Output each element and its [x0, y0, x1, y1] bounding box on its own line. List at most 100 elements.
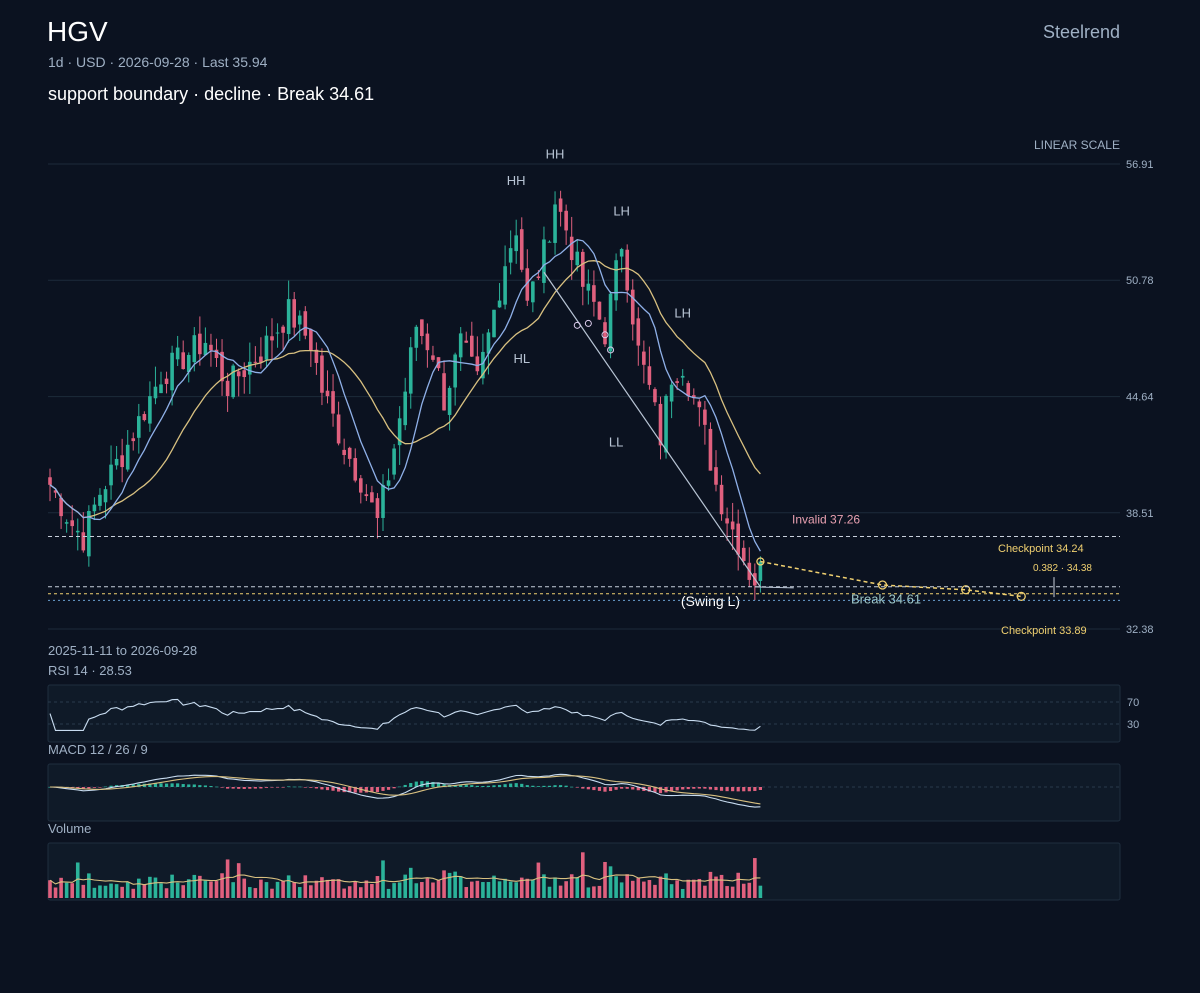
volume-bar	[736, 872, 740, 898]
volume-bar	[531, 879, 535, 898]
volume-bar	[131, 888, 136, 898]
volume-bar	[87, 873, 91, 898]
candle-body	[486, 332, 491, 354]
volume-bar	[542, 874, 546, 898]
rsi-level-label: 70	[1127, 697, 1139, 709]
candle-body	[148, 396, 152, 424]
volume-bar	[747, 882, 752, 898]
macd-hist-bar	[303, 787, 307, 788]
volume-bar	[486, 881, 491, 898]
candle-body	[558, 198, 563, 212]
swing-label: HH	[546, 147, 565, 162]
candle-body	[59, 497, 63, 517]
break-connector	[754, 586, 794, 589]
volume-bar	[669, 884, 674, 898]
macd-hist-bar	[237, 787, 241, 789]
macd-hist-bar	[309, 787, 313, 788]
checkpoint-lower-label: Checkpoint 33.89	[1001, 625, 1087, 637]
candle-body	[658, 403, 663, 446]
macd-panel	[47, 763, 1121, 822]
volume-bar	[353, 881, 358, 898]
candle-body	[325, 390, 330, 397]
volume-bar	[414, 883, 419, 898]
candle-body	[81, 532, 86, 551]
volume-bar	[481, 882, 485, 898]
volume-bar	[519, 877, 524, 898]
macd-hist-bar	[131, 784, 135, 787]
candle-body	[270, 336, 274, 341]
macd-hist-bar	[386, 787, 391, 790]
volume-bar	[53, 887, 58, 898]
macd-hist-bar	[575, 787, 579, 788]
macd-hist-bar	[497, 784, 502, 787]
swing-label: HL	[513, 351, 530, 366]
macd-hist-bar	[198, 785, 202, 787]
volume-bar	[186, 879, 191, 898]
macd-hist-bar	[547, 785, 552, 787]
volume-bar	[48, 880, 52, 898]
volume-bar	[730, 886, 735, 898]
macd-signal-line	[50, 775, 761, 805]
candle-body	[292, 299, 296, 328]
moving-averages	[49, 239, 761, 552]
swing-point-marker	[601, 331, 609, 339]
volume-bar	[741, 883, 746, 898]
candle-body	[503, 266, 507, 305]
volume-bar	[653, 884, 657, 898]
macd-hist-bar	[92, 787, 96, 788]
candle-body	[259, 356, 263, 363]
candle-body	[347, 447, 352, 459]
macd-hist-bar	[520, 783, 524, 787]
macd-hist-bar	[214, 786, 219, 788]
volume-bar	[125, 882, 130, 898]
macd-hist-bar	[703, 787, 707, 789]
volume-bar	[281, 880, 285, 898]
macd-hist-bar	[742, 787, 746, 792]
candle-body	[248, 361, 252, 375]
volume-bar	[214, 881, 219, 898]
swing-label: LH	[613, 203, 630, 218]
volume-bar	[497, 881, 502, 898]
macd-hist-bar	[281, 787, 285, 788]
macd-hist-bar	[325, 787, 330, 791]
macd-hist-bar	[414, 781, 418, 787]
candle-body	[64, 522, 69, 524]
candle-body	[159, 384, 163, 394]
macd-hist-bar	[81, 787, 85, 790]
candle-body	[98, 494, 102, 506]
macd-hist-bar	[470, 785, 474, 787]
candle-body	[442, 373, 446, 411]
candle-body	[758, 561, 763, 581]
macd-hist-bar	[231, 787, 235, 789]
candle-body	[225, 380, 230, 396]
candle-body	[331, 391, 335, 414]
swing-point-marker	[573, 321, 581, 329]
volume-bar	[597, 885, 602, 898]
macd-hist-bar	[381, 787, 385, 791]
level-lines: Invalid 37.26 Break 34.61 Checkpoint 34.24…	[48, 512, 1120, 637]
volume-bar	[264, 882, 269, 898]
volume-bar	[203, 880, 208, 898]
macd-hist-bar	[253, 787, 257, 789]
volume-bar	[381, 860, 385, 898]
macd-hist-bar	[614, 787, 618, 790]
macd-hist-bar	[176, 783, 180, 787]
candle-body	[525, 268, 530, 301]
volume-bar	[436, 880, 441, 898]
macd-hist-bar	[298, 786, 302, 788]
candle-body	[314, 349, 319, 363]
volume-bar	[153, 877, 158, 898]
fib-level-label: 0.382 · 34.38	[1033, 563, 1092, 574]
volume-bar	[442, 870, 446, 898]
macd-hist-bar	[692, 787, 696, 789]
scale-mode-label[interactable]: LINEAR SCALE	[1033, 138, 1120, 152]
candle-body	[575, 251, 580, 266]
volume-bar	[253, 888, 258, 898]
volume-bar	[303, 875, 308, 898]
candle-body	[653, 389, 657, 403]
candle-body	[708, 428, 713, 471]
candle-body	[514, 235, 518, 252]
volume-bar	[181, 885, 185, 898]
projection-point	[1016, 591, 1026, 602]
